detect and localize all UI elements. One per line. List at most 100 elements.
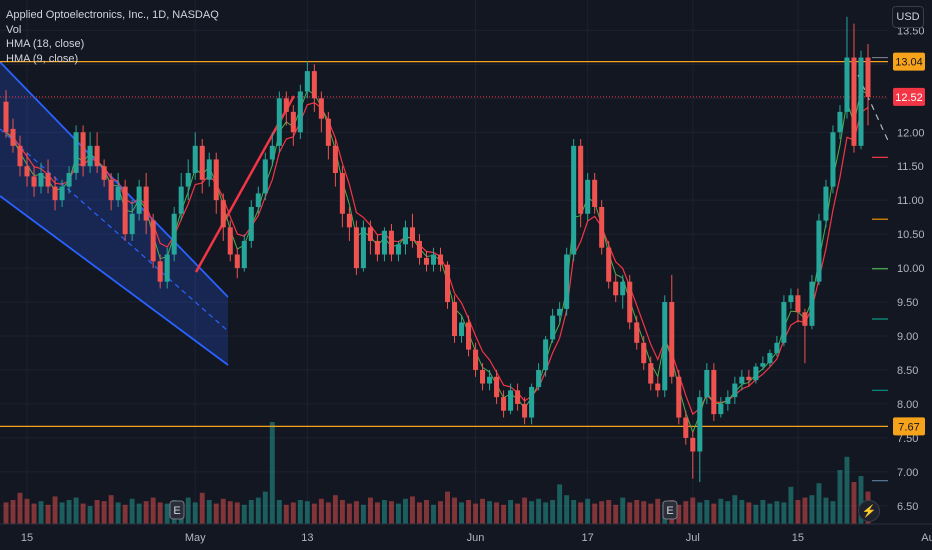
candle-body [732, 383, 738, 398]
volume-bar [508, 500, 514, 524]
candle [31, 166, 37, 197]
volume-bar [844, 456, 850, 524]
volume-bar [45, 504, 51, 524]
volume-bar [339, 500, 345, 524]
candle [10, 118, 16, 153]
candle [360, 220, 366, 272]
volume-bar [157, 502, 163, 524]
volume-bar [31, 503, 37, 524]
candle-body [38, 173, 44, 187]
volume-bar [353, 501, 359, 524]
candle [283, 91, 289, 126]
candle-body [683, 417, 689, 438]
candle-body [451, 302, 458, 337]
volume-bar [403, 498, 408, 524]
candle-body [129, 213, 135, 235]
candle [87, 132, 93, 174]
candle [557, 302, 563, 323]
volume-bar [101, 501, 107, 524]
candle-body [480, 369, 486, 384]
volume-bar [318, 498, 324, 524]
candle [837, 105, 843, 140]
candle-body [774, 342, 780, 353]
lightning-icon[interactable]: ⚡ [858, 500, 880, 522]
candle [725, 390, 731, 411]
earnings-marker-label: E [173, 505, 180, 517]
volume-bar [571, 500, 577, 524]
volume-bar [648, 503, 654, 524]
volume-bar [578, 502, 584, 524]
currency-button[interactable]: USD [892, 6, 924, 28]
volume-bar [3, 502, 9, 524]
volume-bar [24, 498, 30, 524]
volume-bar [108, 495, 114, 524]
volume-bar [346, 503, 352, 524]
candle-body [578, 145, 584, 214]
volume-bar [241, 504, 247, 524]
candle-body [620, 281, 626, 296]
candle-body [690, 437, 696, 452]
chart-legend: Applied Optoelectronics, Inc., 1D, NASDA… [6, 8, 219, 66]
x-tick-label: 17 [582, 532, 594, 544]
symbol-title: Applied Optoelectronics, Inc., 1D, NASDA… [6, 9, 219, 21]
candle [227, 220, 233, 262]
candle-body [767, 352, 773, 364]
volume-bar [760, 500, 766, 524]
candle [809, 274, 815, 330]
volume-bar [136, 503, 142, 524]
hma-9-line [5, 89, 869, 434]
volume-bar [655, 498, 661, 524]
candle [634, 315, 640, 350]
candle-body [487, 376, 493, 384]
candle-body [101, 166, 107, 180]
volume-bar [374, 502, 380, 524]
candle [297, 84, 303, 140]
candle-body [318, 98, 324, 119]
volume-bar [501, 504, 507, 524]
candle [248, 200, 254, 248]
volume-bar [283, 504, 289, 524]
volume-bar [543, 502, 549, 524]
candle [59, 179, 65, 207]
candle-body [816, 220, 822, 282]
candle-body [536, 369, 542, 387]
candle [704, 363, 710, 404]
candle [52, 176, 58, 211]
candle-body [858, 57, 864, 146]
volume-bar [332, 495, 338, 524]
candle-body [437, 254, 444, 265]
candle [571, 139, 577, 262]
candle-body [781, 302, 787, 343]
candle-body [213, 159, 219, 201]
volume-bar [459, 502, 464, 524]
candle-body [592, 179, 598, 207]
candle [459, 315, 465, 343]
candle-body [802, 312, 808, 326]
candle [402, 220, 408, 255]
volume-bar [73, 497, 79, 524]
candle [795, 288, 801, 323]
candle [641, 336, 647, 370]
candle [585, 173, 591, 221]
channel-mid [0, 128, 229, 332]
candle [318, 91, 324, 133]
candle [508, 383, 514, 415]
candle [494, 369, 500, 404]
volume-bar [52, 496, 58, 524]
legend-vol: Vol [6, 23, 22, 36]
candle [802, 308, 808, 364]
candle-body [599, 206, 605, 248]
volume-bar [452, 497, 457, 524]
volume-bar [199, 492, 205, 524]
y-tick-label: 11.00 [897, 195, 924, 207]
earnings-marker [662, 500, 678, 520]
candle-body [823, 186, 829, 221]
candle-body [171, 213, 177, 255]
volume-bar [606, 500, 612, 524]
candle-body [795, 295, 801, 313]
volume-bar [87, 506, 93, 524]
candle [781, 295, 787, 347]
candle [136, 179, 142, 221]
candle [17, 135, 23, 177]
